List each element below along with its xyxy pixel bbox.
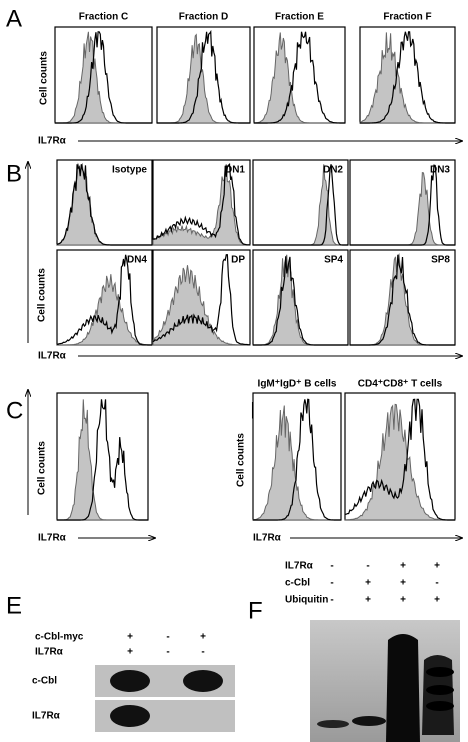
panel-title: Fraction D xyxy=(179,12,228,23)
blot-band xyxy=(317,720,349,728)
histogram-line xyxy=(350,164,455,246)
blot-band xyxy=(426,701,454,711)
histogram-line xyxy=(253,398,341,521)
row-label: Ubiquitin xyxy=(285,595,328,606)
histogram-gray xyxy=(344,403,456,521)
panel-title: Fraction E xyxy=(275,12,324,23)
row-label: c-Cbl xyxy=(285,578,310,589)
sign: - xyxy=(166,632,169,643)
panel-title: DP xyxy=(231,255,245,266)
blot-smear xyxy=(422,655,454,735)
histogram-line xyxy=(157,29,250,124)
panel-title: Fraction F xyxy=(383,12,431,23)
panel-title: CD4⁺CD8⁺ T cells xyxy=(358,379,443,390)
x-axis-label: IL7Rα xyxy=(38,136,67,147)
panel-letter: B xyxy=(6,160,22,187)
histogram-line xyxy=(55,31,152,124)
panel-title: SP8 xyxy=(431,255,450,266)
panel-letter: F xyxy=(248,597,263,624)
panel-letter: A xyxy=(6,5,22,32)
sign: + xyxy=(400,578,406,589)
blot-band xyxy=(183,670,223,692)
sign: + xyxy=(434,595,440,606)
panel-title: DN4 xyxy=(127,255,147,266)
panel-title: IgM⁺IgD⁺ B cells xyxy=(258,379,337,390)
sign: + xyxy=(127,632,133,643)
sign: + xyxy=(400,595,406,606)
histogram-gray xyxy=(252,405,341,521)
blot-band xyxy=(110,705,150,727)
x-axis-label: IL7Rα xyxy=(253,533,282,544)
sign: - xyxy=(330,578,333,589)
histogram-gray xyxy=(253,32,345,124)
y-axis-label: Cell counts xyxy=(37,268,48,322)
histogram-gray xyxy=(152,164,251,246)
sign: - xyxy=(201,647,204,658)
sign: + xyxy=(365,595,371,606)
histogram-line xyxy=(254,31,346,124)
sign: + xyxy=(127,647,133,658)
histogram-gray xyxy=(152,265,251,346)
row-label: IL7Rα xyxy=(285,561,314,572)
histogram-line xyxy=(152,162,251,246)
blot-divider xyxy=(95,697,235,700)
sign: - xyxy=(330,595,333,606)
sign: + xyxy=(200,632,206,643)
histogram-line xyxy=(253,164,348,246)
histogram-line xyxy=(57,399,148,521)
blot-band xyxy=(426,685,454,695)
y-axis-label: Cell counts xyxy=(37,441,48,495)
panel-letter: C xyxy=(6,397,23,424)
panel-title: DN3 xyxy=(430,165,450,176)
sign: + xyxy=(365,578,371,589)
histogram-line xyxy=(350,254,455,346)
y-axis-label: Cell counts xyxy=(236,433,247,487)
panel-title: DN1 xyxy=(225,165,245,176)
x-axis-label: IL7Rα xyxy=(38,351,67,362)
histogram-line xyxy=(359,31,456,124)
panel-title: DN2 xyxy=(323,165,343,176)
blot-label: c-Cbl xyxy=(32,676,57,687)
row-label: c-Cbl-myc xyxy=(35,632,84,643)
histogram-frame xyxy=(56,392,149,521)
blot-band xyxy=(352,716,386,726)
sign: - xyxy=(166,647,169,658)
histogram-gray xyxy=(56,399,148,521)
x-axis-label: IL7Rα xyxy=(38,533,67,544)
histogram-line xyxy=(253,256,348,346)
blot-band xyxy=(426,667,454,677)
y-axis-label: Cell counts xyxy=(39,51,50,105)
sign: - xyxy=(366,561,369,572)
histogram-frame xyxy=(54,26,153,124)
blot-band xyxy=(110,670,150,692)
blot-smear xyxy=(386,634,420,742)
histogram-line xyxy=(152,254,251,346)
histogram-line xyxy=(56,254,153,346)
sign: + xyxy=(434,561,440,572)
sign: + xyxy=(400,561,406,572)
sign: - xyxy=(435,578,438,589)
row-label: IL7Rα xyxy=(35,647,64,658)
panel-title: Isotype xyxy=(112,165,147,176)
histogram-line xyxy=(56,164,152,246)
panel-title: SP4 xyxy=(324,255,343,266)
blot-label: IL7Rα xyxy=(32,711,61,722)
panel-letter: E xyxy=(6,592,22,619)
histogram-line xyxy=(344,398,456,521)
sign: - xyxy=(330,561,333,572)
panel-title: Fraction C xyxy=(79,12,128,23)
